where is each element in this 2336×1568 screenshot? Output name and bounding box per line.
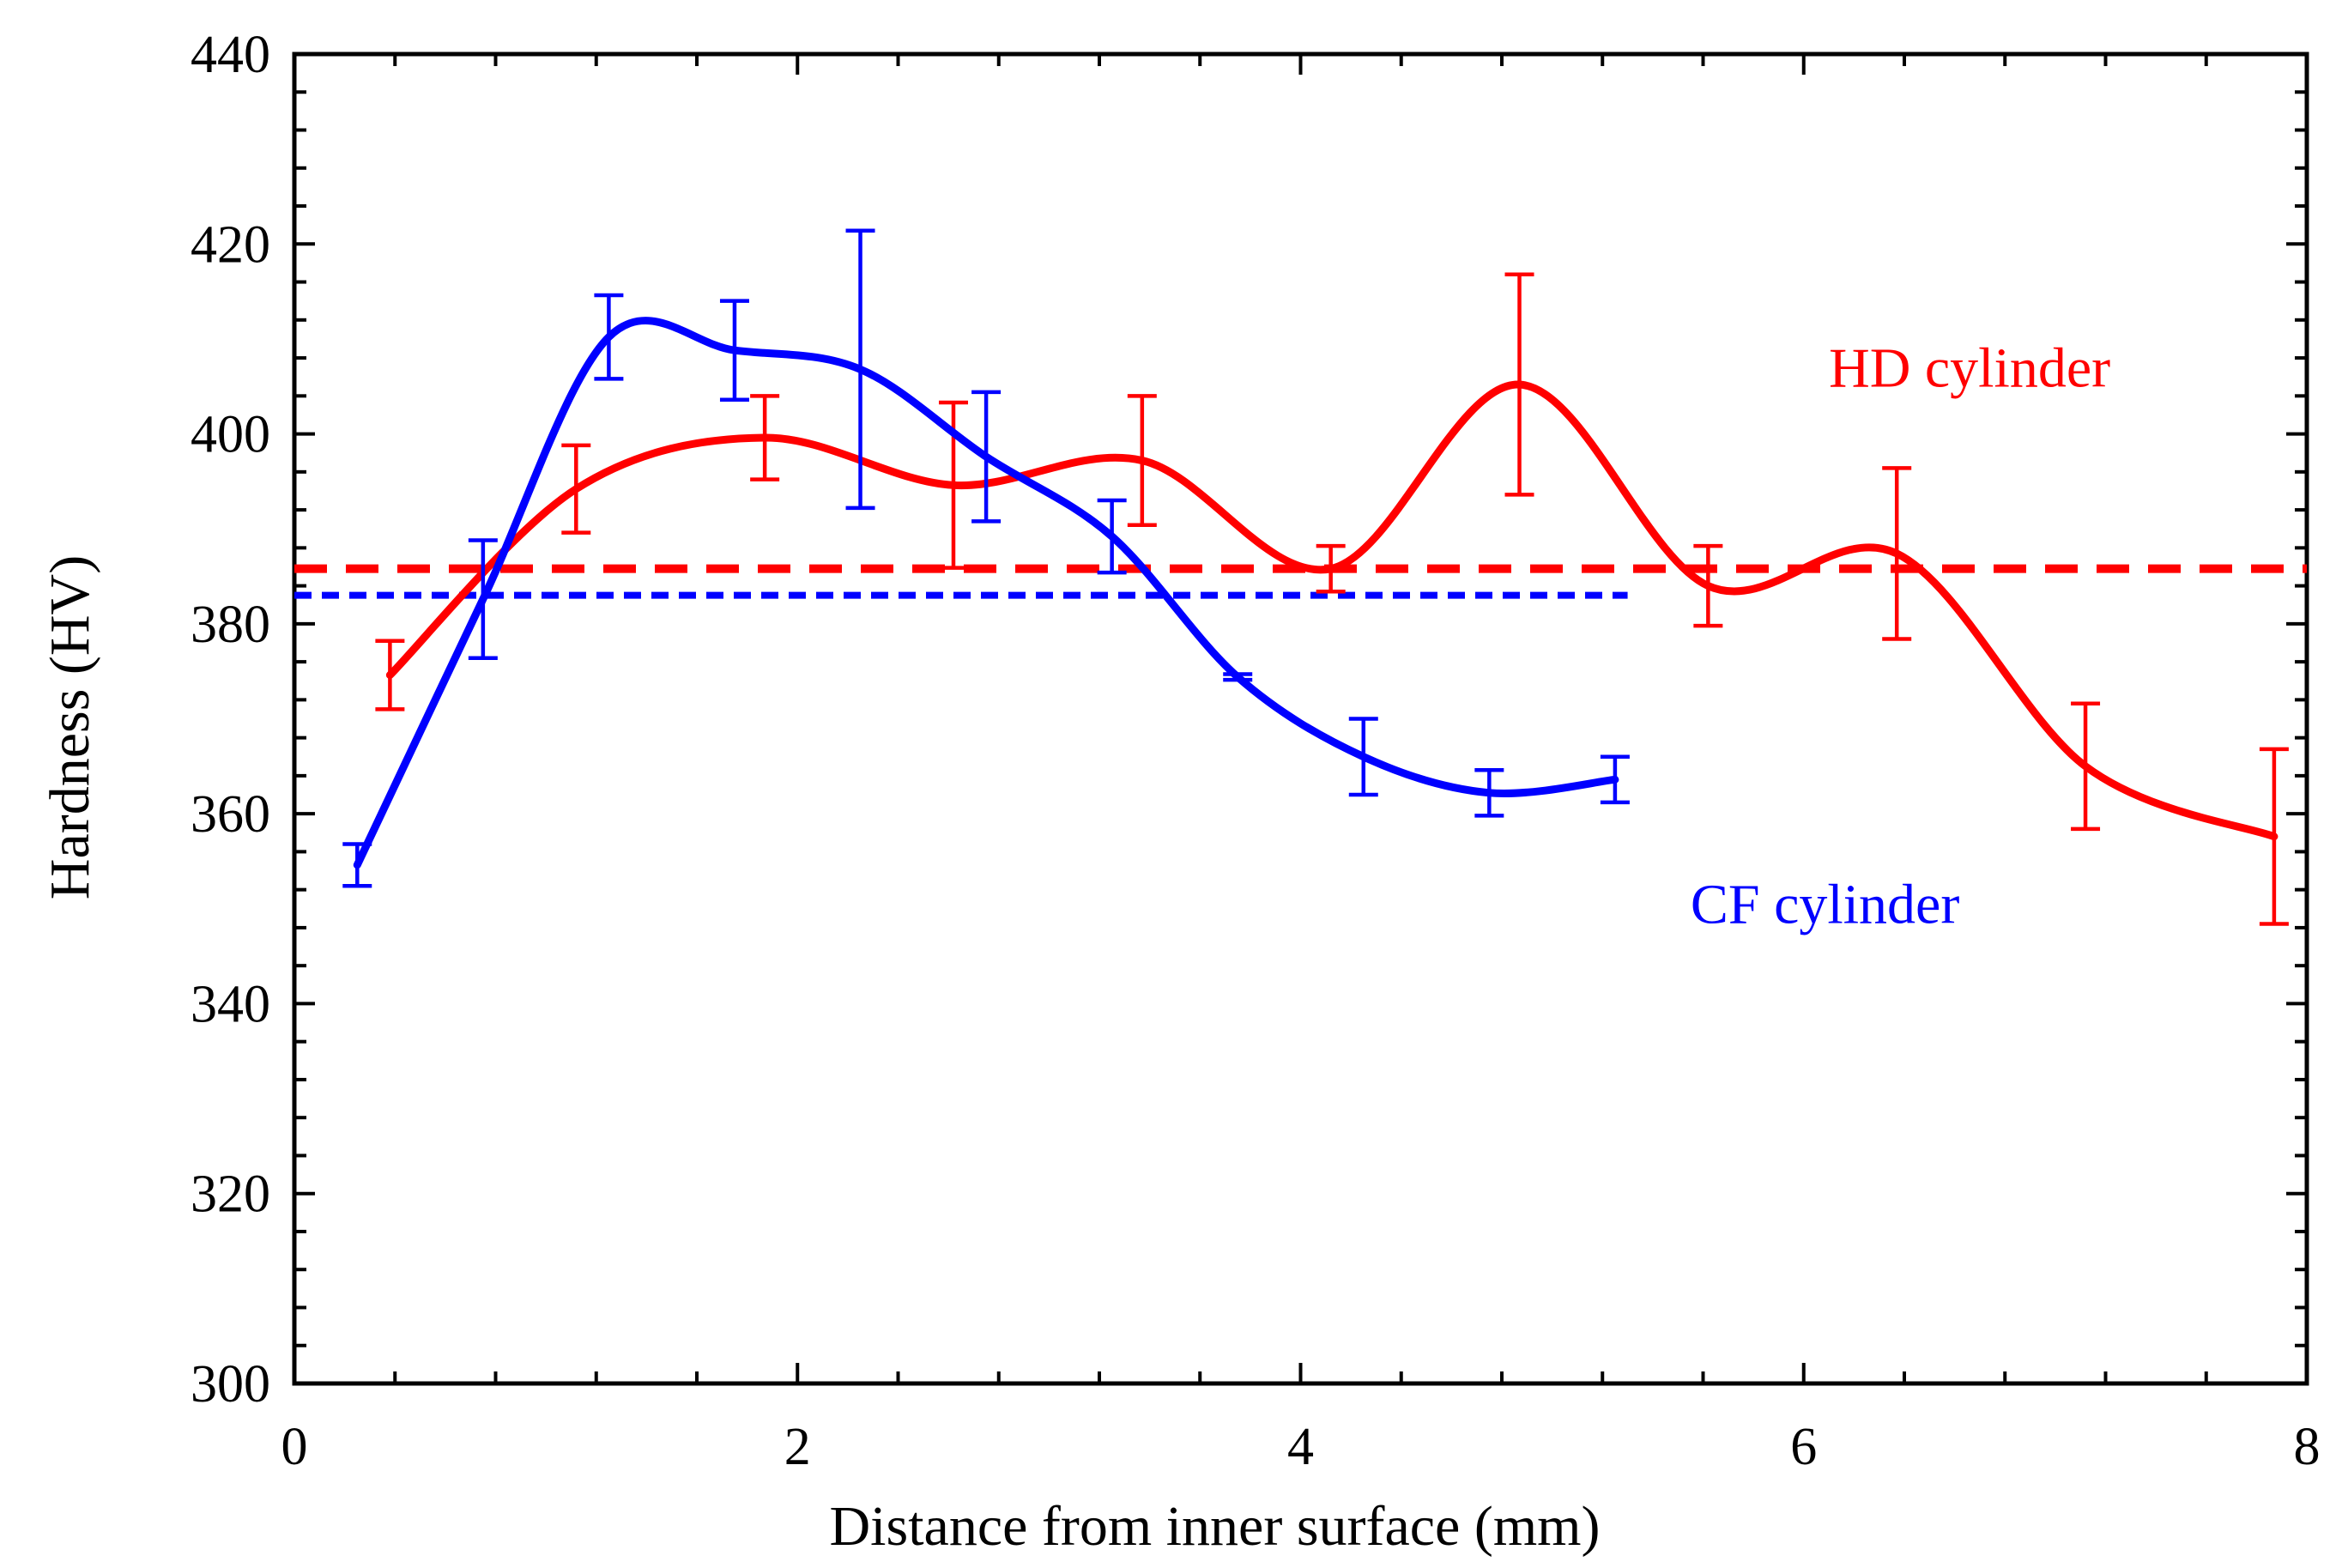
axes-layer	[292, 51, 2309, 1386]
y-tick-label: 300	[191, 1355, 270, 1414]
x-tick-label: 8	[2294, 1418, 2321, 1476]
x-tick-label: 2	[784, 1418, 811, 1476]
y-tick-label: 420	[191, 215, 270, 274]
reference-lines-layer	[294, 564, 2307, 599]
text-layer: Distance from inner surface (mm) Hardnes…	[39, 26, 2321, 1558]
x-tick-label: 6	[1790, 1418, 1817, 1476]
y-tick-label: 440	[191, 26, 270, 84]
x-tick-label: 0	[281, 1418, 308, 1476]
series-cf	[342, 228, 1630, 888]
x-tick-label: 4	[1287, 1418, 1314, 1476]
x-axis-title: Distance from inner surface (mm)	[830, 1495, 1601, 1558]
series-layer	[342, 228, 2289, 926]
y-tick-label: 320	[191, 1165, 270, 1224]
y-tick-label: 400	[191, 406, 270, 464]
series-line-hd	[385, 380, 2279, 841]
annotation-cf: CF cylinder	[1691, 873, 1959, 935]
series-hd	[375, 272, 2289, 926]
annotation-hd: HD cylinder	[1829, 336, 2110, 399]
y-tick-label: 360	[191, 785, 270, 844]
y-axis-title: Hardness (HV)	[39, 555, 101, 899]
series-line-cf	[353, 317, 1619, 869]
y-tick-label: 340	[191, 975, 270, 1033]
y-tick-label: 380	[191, 596, 270, 654]
